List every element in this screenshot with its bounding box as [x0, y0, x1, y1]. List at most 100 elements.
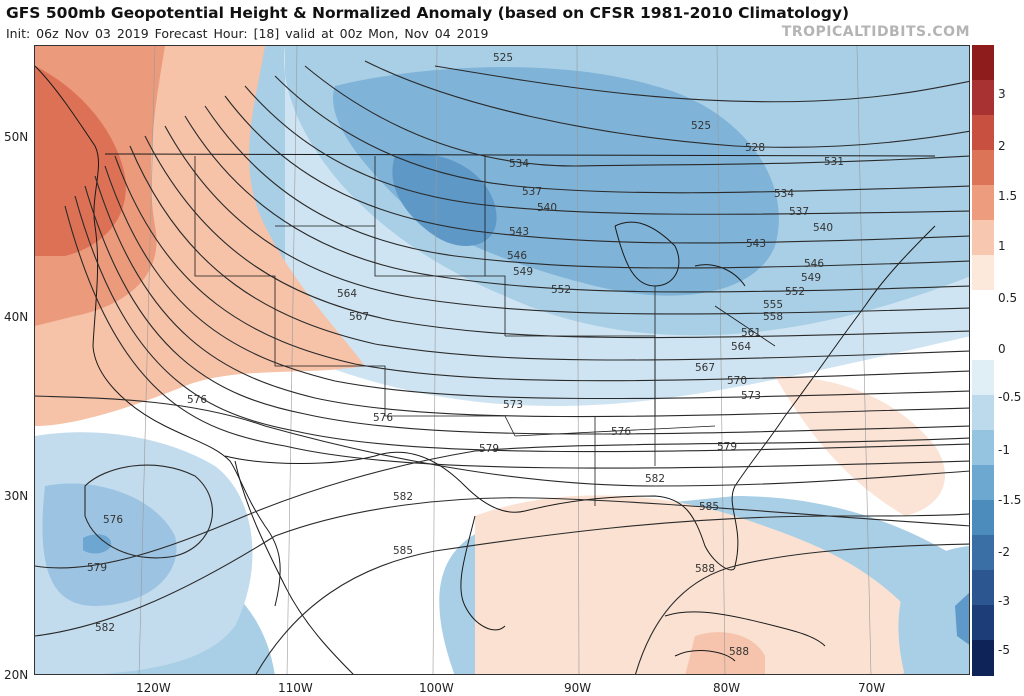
colorbar-cell — [972, 360, 994, 396]
contour-label: 543 — [509, 226, 529, 238]
lon-label-80w: 80W — [713, 681, 741, 695]
contour-label: 576 — [103, 514, 123, 526]
contour-label: 564 — [731, 341, 751, 353]
state-border-west — [194, 156, 516, 437]
us-mexico-border — [224, 451, 526, 513]
lake-erie — [694, 264, 746, 287]
contour-label: 564 — [337, 288, 357, 300]
colorbar-cell — [972, 325, 994, 361]
contour-564 — [94, 175, 969, 418]
colorbar-cell — [972, 570, 994, 606]
contour-label: 588 — [729, 646, 749, 658]
lon-label-70w: 70W — [858, 681, 886, 695]
colorbar-cell — [972, 80, 994, 116]
map-title: GFS 500mb Geopotential Height & Normaliz… — [6, 4, 850, 22]
contour-546 — [184, 115, 969, 293]
contour-588 — [635, 543, 969, 674]
contour-label: 540 — [537, 202, 557, 214]
colorbar-cell — [972, 290, 994, 326]
colorbar-cell — [972, 45, 994, 81]
cuba-outline — [664, 611, 826, 647]
contour-528 — [364, 60, 969, 148]
contour-585 — [255, 513, 969, 674]
contour-label: 552 — [785, 286, 805, 298]
meridian-110w — [286, 46, 298, 674]
map-subtitle: Init: 06z Nov 03 2019 Forecast Hour: [18… — [6, 26, 489, 41]
colorbar-label: -5 — [998, 643, 1010, 657]
contour-label: 537 — [789, 206, 809, 218]
contour-label: 567 — [695, 362, 715, 374]
pacific-coastline — [35, 65, 281, 607]
contour-label: 573 — [741, 390, 761, 402]
lon-label-100w: 100W — [419, 681, 454, 695]
colorbar-cell — [972, 640, 994, 676]
anomaly-warm-core — [35, 66, 126, 256]
contour-582 — [35, 497, 969, 637]
lon-label-90w: 90W — [564, 681, 592, 695]
contour-label: 576 — [187, 394, 207, 406]
height-contours — [35, 60, 969, 674]
lat-label-20n: 20N — [4, 668, 29, 682]
contour-537 — [244, 85, 969, 215]
meridian-80w — [716, 46, 726, 674]
contour-573 — [64, 205, 969, 469]
contour-label: 579 — [87, 562, 107, 574]
contour-label: 576 — [611, 426, 631, 438]
contour-552 — [144, 135, 969, 339]
contour-576 — [35, 395, 969, 487]
contour-label: 531 — [824, 156, 844, 168]
contour-525 — [434, 65, 969, 103]
contour-label: 549 — [801, 272, 821, 284]
contour-label: 555 — [763, 299, 783, 311]
meridian-100w — [432, 46, 438, 674]
contour-576-baja-low — [84, 464, 213, 559]
lat-label-40n: 40N — [4, 310, 29, 324]
colorbar-label: 1 — [998, 239, 1006, 253]
colorbar-label: 0.5 — [998, 291, 1018, 305]
colorbar-cell — [972, 465, 994, 501]
colorbar-cell — [972, 535, 994, 571]
contour-label: 525 — [493, 52, 513, 64]
contour-label: 567 — [349, 311, 369, 323]
anomaly-atlantic-cool-core — [955, 592, 969, 645]
contour-531 — [304, 65, 969, 167]
contour-555 — [129, 145, 969, 361]
contour-558 — [114, 155, 969, 382]
colorbar-label: -0.5 — [998, 390, 1022, 404]
contour-label: 579 — [717, 441, 737, 453]
colorbar-label: 1.5 — [998, 189, 1018, 203]
contour-labels: 525 525 528 531 534 534 537 537 540 540 … — [87, 52, 844, 658]
state-border-plains — [275, 225, 506, 336]
anomaly-colorbar — [972, 45, 994, 676]
colorbar-cell — [972, 220, 994, 256]
contour-540 — [224, 95, 969, 244]
contour-label: 528 — [745, 142, 765, 154]
colorbar-label: -2 — [998, 545, 1010, 559]
colorbar-cell — [972, 255, 994, 291]
contour-label: 561 — [741, 327, 761, 339]
contour-label: 537 — [522, 186, 542, 198]
anomaly-atlantic-cool — [898, 546, 969, 674]
colorbar-label: -1 — [998, 443, 1010, 457]
contour-579 — [35, 437, 969, 569]
contour-534 — [274, 75, 969, 194]
lon-label-110w: 110W — [278, 681, 313, 695]
great-lakes — [614, 221, 680, 287]
contour-561 — [104, 165, 969, 400]
colorbar-label: 2 — [998, 139, 1006, 153]
colorbar-cell — [972, 395, 994, 431]
lat-label-50n: 50N — [4, 130, 29, 144]
anomaly-map: 525 525 528 531 534 534 537 537 540 540 … — [34, 45, 970, 675]
caribbean-islands — [674, 650, 736, 662]
anomaly-neutral-region — [35, 333, 969, 674]
contour-label: 582 — [95, 622, 115, 634]
contour-570 — [74, 195, 969, 453]
contour-label: 540 — [813, 222, 833, 234]
mexico-pacific-coast — [234, 460, 354, 674]
contour-label: 576 — [373, 412, 393, 424]
colorbar-cell — [972, 150, 994, 186]
contour-549 — [164, 125, 969, 315]
lon-label-120w: 120W — [136, 681, 171, 695]
contour-label: 588 — [695, 563, 715, 575]
meridian-70w — [856, 46, 872, 674]
